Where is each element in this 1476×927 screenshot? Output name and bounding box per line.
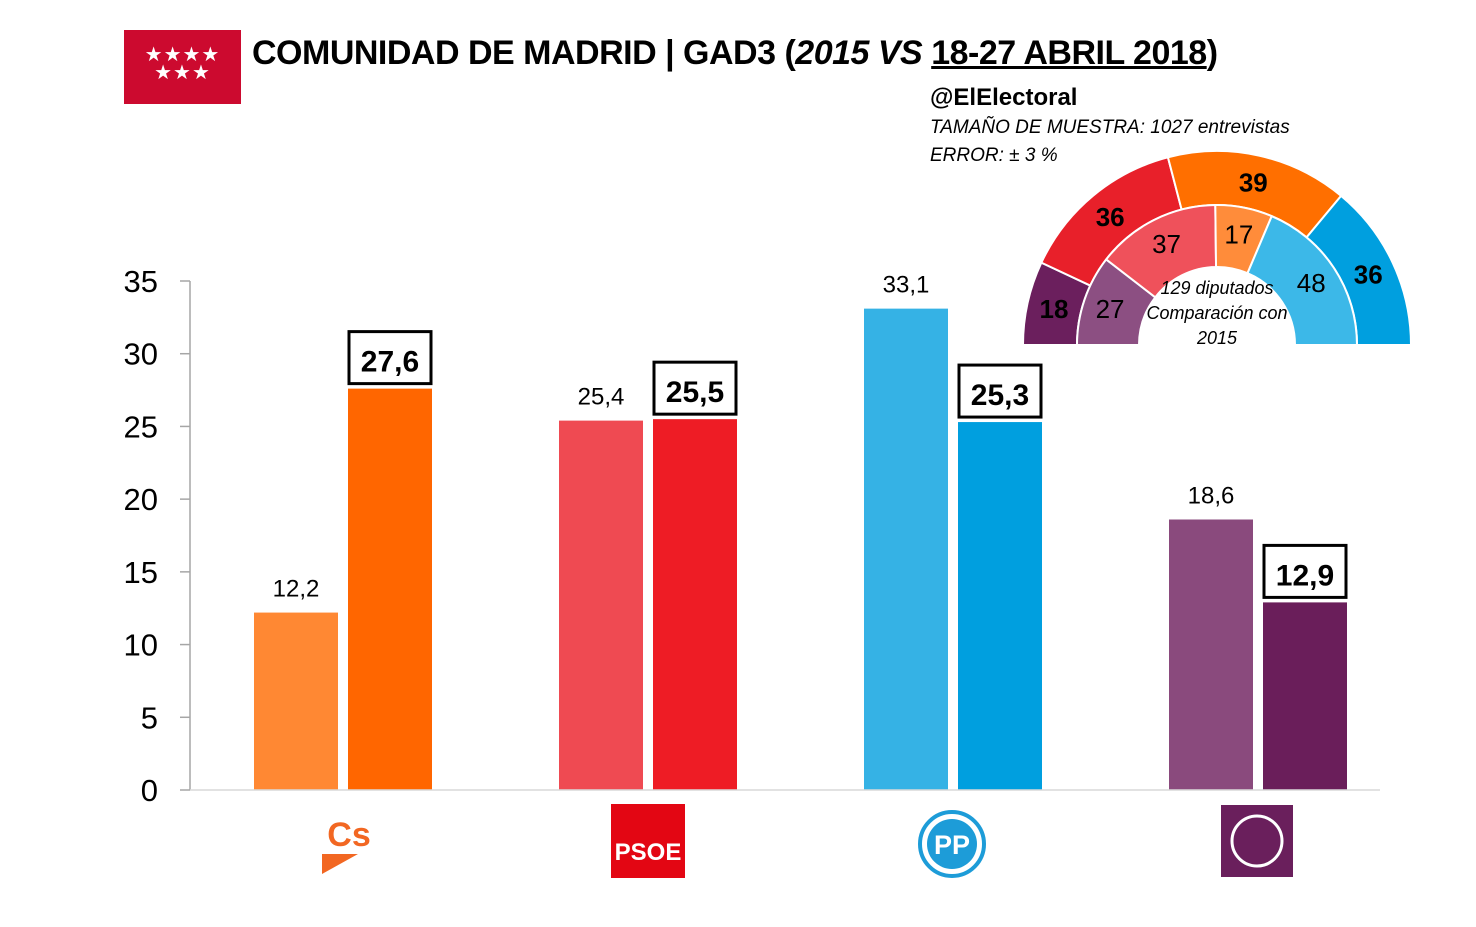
cs-logo-icon: Cs	[322, 816, 371, 874]
cs-logo-triangle	[322, 854, 358, 874]
y-tick-label-3: 15	[124, 555, 158, 590]
donut-inner-label-0: 27	[1096, 294, 1125, 324]
error-margin: ERROR: ± 3 %	[930, 145, 1058, 166]
data-label-psoe-s1: 25,5	[666, 376, 724, 409]
source-handle: @ElElectoral	[930, 84, 1078, 111]
podemos-circle-logo-icon	[1230, 814, 1284, 868]
bar-cs-s0	[254, 612, 338, 790]
data-label-podemos-s1: 12,9	[1276, 559, 1334, 592]
bar-psoe-s1	[653, 419, 737, 790]
podemos-logo	[1221, 805, 1293, 877]
podemos-logo-ring	[1230, 814, 1284, 868]
cs-logo: Cs	[316, 812, 382, 882]
pp-logo-icon: PP	[918, 810, 986, 878]
donut-inner-label-1: 37	[1152, 229, 1181, 259]
donut-outer-label-3: 36	[1354, 259, 1383, 289]
psoe-logo-text: PSOE	[615, 839, 682, 866]
donut-center-text-0: 129 diputados	[1160, 278, 1273, 298]
data-label-pp-s1: 25,3	[971, 379, 1029, 412]
data-label-pp-s0: 33,1	[883, 272, 930, 299]
madrid-flag: ★★★★ ★★★	[124, 30, 241, 104]
data-label-box-pp	[957, 363, 1043, 419]
y-tick-label-1: 5	[141, 700, 158, 735]
title-region: COMUNIDAD DE MADRID | GAD3 (	[252, 34, 796, 72]
title-close: )	[1206, 34, 1218, 72]
y-tick-label-5: 25	[124, 409, 158, 444]
bar-cs-s1	[348, 388, 432, 790]
donut-inner-label-2: 17	[1224, 219, 1253, 249]
data-label-box-cs	[347, 330, 433, 386]
donut-outer-label-2: 39	[1239, 167, 1268, 197]
data-label-psoe-s0: 25,4	[578, 384, 625, 411]
donut-center-text-1: Comparación con	[1146, 303, 1287, 323]
y-tick-label-2: 10	[124, 628, 158, 663]
data-label-cs-s1: 27,6	[361, 346, 419, 379]
title-dates: 18-27 ABRIL 2018	[931, 34, 1207, 72]
donut-inner-slice-3	[1246, 214, 1359, 346]
data-label-cs-s0: 12,2	[273, 576, 320, 603]
bar-psoe-s0	[559, 420, 643, 790]
data-label-box-podemos	[1262, 543, 1348, 599]
y-tick-label-6: 30	[124, 337, 158, 372]
data-label-box-psoe	[652, 360, 738, 416]
data-label-podemos-s0: 18,6	[1188, 483, 1235, 510]
cs-logo-text: Cs	[327, 816, 370, 854]
donut-outer-label-1: 36	[1096, 202, 1125, 232]
donut-inner-label-3: 48	[1297, 268, 1326, 298]
title-year: 2015 VS	[795, 34, 923, 72]
bar-pp-s0	[864, 308, 948, 790]
pp-logo: PP	[916, 808, 988, 880]
donut-outer-label-0: 18	[1040, 294, 1069, 324]
pp-logo-disc	[927, 819, 977, 869]
psoe-logo-icon: PSOE	[615, 839, 682, 866]
y-tick-label-7: 35	[124, 264, 158, 299]
bar-podemos-s1	[1263, 602, 1347, 790]
page-title: COMUNIDAD DE MADRID | GAD3 (2015 VS 18-2…	[252, 34, 1218, 73]
pp-logo-text: PP	[934, 830, 970, 860]
bar-pp-s1	[958, 422, 1042, 790]
y-tick-label-0: 0	[141, 773, 158, 808]
sample-size: TAMAÑO DE MUESTRA: 1027 entrevistas	[930, 117, 1290, 138]
bar-podemos-s0	[1169, 519, 1253, 790]
y-tick-label-4: 20	[124, 482, 158, 517]
flag-stars-icon: ★★★★ ★★★	[144, 44, 221, 84]
donut-center-text-2: 2015	[1196, 328, 1238, 348]
psoe-logo: PSOE	[611, 804, 685, 878]
